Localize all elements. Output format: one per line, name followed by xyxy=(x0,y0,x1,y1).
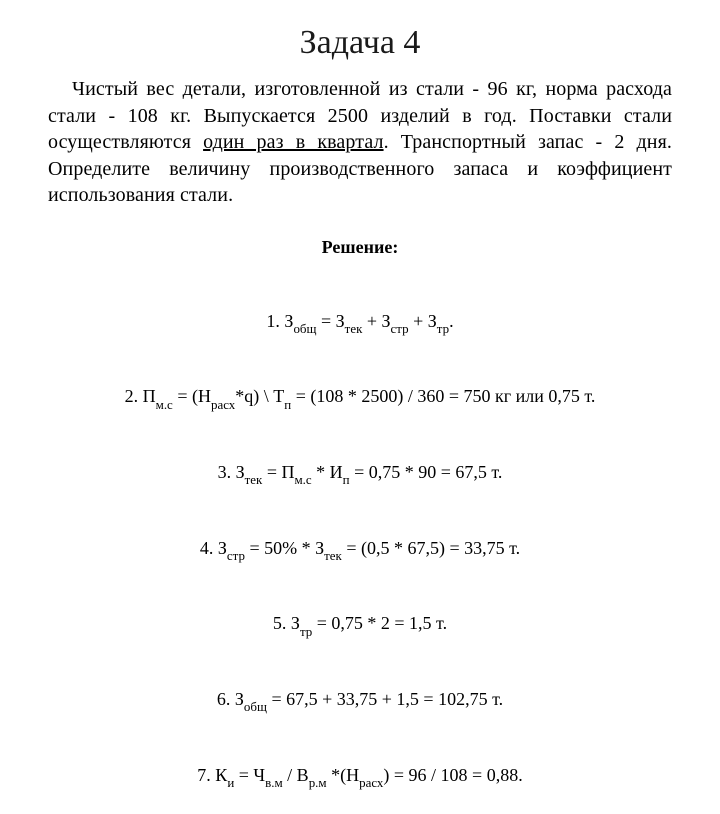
sub: тр xyxy=(437,321,449,336)
t: 2. П xyxy=(125,386,156,406)
sub: п xyxy=(284,397,291,412)
t: *(Н xyxy=(327,765,360,785)
t: ) = 96 / 108 = 0,88. xyxy=(383,765,522,785)
sub: р.м xyxy=(309,775,327,790)
solution-block: 1. Зобщ = Зтек + Зстр + Зтр. 2. Пм.с = (… xyxy=(48,260,672,814)
sub: расх xyxy=(359,775,383,790)
sub: м.с xyxy=(156,397,173,412)
solution-line-2: 2. Пм.с = (Нрасх*q) \ Тп = (108 * 2500) … xyxy=(48,360,672,411)
slide-page: Задача 4 Чистый вес детали, изготовленно… xyxy=(0,0,720,540)
t: 5. З xyxy=(273,613,300,633)
solution-line-1: 1. Зобщ = Зтек + Зстр + Зтр. xyxy=(48,284,672,335)
t: 6. З xyxy=(217,689,244,709)
sub: в.м xyxy=(265,775,283,790)
t: / В xyxy=(283,765,309,785)
t: 1. З xyxy=(266,311,293,331)
solution-header: Решение: xyxy=(48,237,672,258)
t: 7. К xyxy=(197,765,227,785)
solution-line-4: 4. Зстр = 50% * Зтек = (0,5 * 67,5) = 33… xyxy=(48,511,672,562)
sub: тр xyxy=(300,624,312,639)
page-title: Задача 4 xyxy=(48,24,672,62)
problem-text: Чистый вес детали, изготовленной из стал… xyxy=(48,76,672,209)
t: + З xyxy=(409,311,437,331)
sub: общ xyxy=(293,321,316,336)
t: = 50% * З xyxy=(245,538,324,558)
solution-line-3: 3. Зтек = Пм.с * Ип = 0,75 * 90 = 67,5 т… xyxy=(48,436,672,487)
sub: общ xyxy=(244,699,267,714)
t: 4. З xyxy=(200,538,227,558)
solution-line-6: 6. Зобщ = 67,5 + 33,75 + 1,5 = 102,75 т. xyxy=(48,663,672,714)
sub: расх xyxy=(211,397,235,412)
sub: стр xyxy=(227,548,245,563)
t: = (108 * 2500) / 360 = 750 кг или 0,75 т… xyxy=(291,386,595,406)
t: = 0,75 * 90 = 67,5 т. xyxy=(350,462,503,482)
t: 3. З xyxy=(218,462,245,482)
t: + З xyxy=(362,311,390,331)
t: = (0,5 * 67,5) = 33,75 т. xyxy=(342,538,520,558)
t: * И xyxy=(312,462,343,482)
sub: м.с xyxy=(294,472,311,487)
sub: п xyxy=(343,472,350,487)
solution-line-7: 7. Ки = Чв.м / Вр.м *(Нрасх) = 96 / 108 … xyxy=(48,738,672,789)
t: = 0,75 * 2 = 1,5 т. xyxy=(312,613,447,633)
sub: тек xyxy=(324,548,342,563)
t: *q) \ Т xyxy=(235,386,284,406)
t: = Ч xyxy=(234,765,265,785)
sub: и xyxy=(227,775,234,790)
sub: стр xyxy=(391,321,409,336)
t: = З xyxy=(317,311,345,331)
t: = (Н xyxy=(173,386,211,406)
solution-line-5: 5. Зтр = 0,75 * 2 = 1,5 т. xyxy=(48,587,672,638)
sub: тек xyxy=(345,321,363,336)
sub: тек xyxy=(245,472,263,487)
problem-underlined: один раз в квартал xyxy=(203,131,383,153)
t: = 67,5 + 33,75 + 1,5 = 102,75 т. xyxy=(267,689,503,709)
t: . xyxy=(449,311,454,331)
t: = П xyxy=(262,462,294,482)
